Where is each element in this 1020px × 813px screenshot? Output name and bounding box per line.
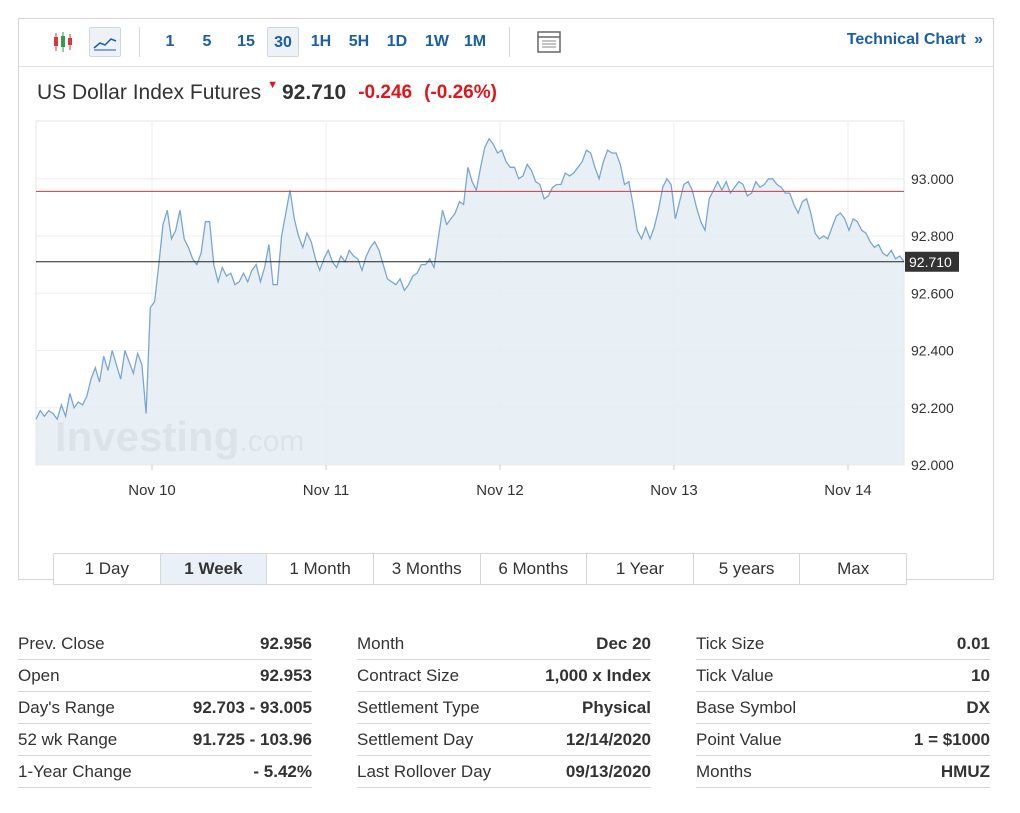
chart-widget: 1 5 15 30 1H 5H 1D 1W 1M Technical Chart » US Do… [18,18,994,585]
interval-button-1h[interactable]: 1H [310,33,332,50]
range-tab-6-months[interactable]: 6 Months [481,554,588,584]
stat-label: 1-Year Change [18,761,132,781]
stat-row: Point Value 1 = $1000 [696,724,990,756]
stat-label: Base Symbol [696,697,797,717]
stat-value: 91.725 - 103.96 [192,729,312,749]
price-change-percent: (-0.26%) [424,82,497,103]
stat-label: Month [357,633,405,653]
instrument-name: US Dollar Index Futures [37,81,262,104]
interval-button-1d[interactable]: 1D [386,33,408,50]
stat-value: 1 = $1000 [913,729,990,749]
stats-column: Prev. Close 92.956 Open 92.953 Day's Range 92… [18,628,312,788]
instrument-header: US Dollar Index Futures ▼ 92.710 -0.246 (-0.… [37,79,497,111]
stat-label: Settlement Day [357,729,474,749]
range-tab-max[interactable]: Max [837,559,870,578]
toolbar-separator [509,27,510,57]
y-tick-label: 92.000 [911,457,954,473]
double-chevron-right-icon: » [974,31,983,48]
stat-label: Point Value [696,729,782,749]
table-view-icon[interactable] [533,27,565,57]
stat-label: Settlement Type [357,697,480,717]
stat-row: Tick Size 0.01 [696,628,990,660]
stat-value: Physical [582,697,651,717]
stat-value: 92.956 [260,633,312,653]
x-tick-label: Nov 14 [824,482,872,499]
stats-column: Tick Size 0.01 Tick Value 10 Base Symbol DX Po… [696,628,990,788]
stat-value: 92.953 [260,665,312,685]
interval-button-15[interactable]: 15 [237,33,255,50]
x-tick-label: Nov 13 [650,482,698,499]
price-chart[interactable]: 93.000 92.800 92.600 92.400 92.200 92.000 Nov … [19,19,993,539]
stat-value: - 5.42% [253,761,312,781]
range-tab-1-day[interactable]: 1 Day [54,554,161,584]
y-tick-label: 93.000 [911,171,954,187]
stat-label: Prev. Close [18,633,105,653]
stat-row: Settlement Day 12/14/2020 [357,724,651,756]
stat-label: Months [696,761,752,781]
last-price-badge [905,251,959,272]
stat-label: Last Rollover Day [357,761,492,781]
stat-row: Tick Value 10 [696,660,990,692]
range-tab-1-week[interactable]: 1 Week [160,554,268,584]
stat-label: Day's Range [18,697,115,717]
x-tick-label: Nov 11 [303,482,349,499]
interval-button-1w[interactable]: 1W [425,33,449,50]
last-price: 92.710 [281,81,347,104]
stat-label: Tick Size [696,633,765,653]
stat-row: Months HMUZ [696,756,990,788]
toolbar-separator [139,27,140,57]
series-area [36,138,904,465]
stat-row: Base Symbol DX [696,692,990,724]
range-tab-5-years[interactable]: 5 years [694,554,801,584]
stat-row: Last Rollover Day 09/13/2020 [357,756,651,788]
interval-button-1m[interactable]: 1M [463,33,487,50]
range-tab-3-months[interactable]: 3 Months [374,554,481,584]
price-change: -0.246 [358,82,413,103]
stat-label: 52 wk Range [18,729,118,749]
stat-row: 52 wk Range 91.725 - 103.96 [18,724,312,756]
stat-value: HMUZ [940,761,990,781]
stat-row: Open 92.953 [18,660,312,692]
stat-value: DX [966,697,990,717]
y-tick-label: 92.400 [911,343,954,359]
stat-row: 1-Year Change - 5.42% [18,756,312,788]
range-tab-1-year[interactable]: 1 Year [587,554,694,584]
y-tick-label: 92.200 [911,400,954,416]
last-price-badge-label: 92.710 [909,254,952,270]
area-chart-icon[interactable] [89,27,121,57]
technical-chart-link[interactable]: Technical Chart » [847,31,983,49]
stat-value: 1,000 x Index [545,665,651,685]
stat-label: Contract Size [357,665,460,685]
stat-label: Tick Value [696,665,774,685]
stat-value: 0.01 [956,633,990,653]
stat-value: 92.703 - 93.005 [192,697,312,717]
stats-column: Month Dec 20 Contract Size 1,000 x Index Set… [357,628,651,788]
interval-button-5h[interactable]: 5H [348,33,370,50]
technical-chart-label: Technical Chart [846,31,966,48]
range-tab-1-month[interactable]: 1 Month [267,554,374,584]
candlestick-chart-icon[interactable] [47,27,79,57]
range-tabs: 1 Day 1 Week 1 Month 3 Months 6 Months 1 Year… [53,553,907,585]
stat-value: 12/14/2020 [565,729,651,749]
interval-button-30[interactable]: 30 [267,27,299,57]
chart-toolbar: 1 5 15 30 1H 5H 1D 1W 1M Technical Chart » [19,19,993,67]
stat-row: Month Dec 20 [357,628,651,660]
interval-button-5[interactable]: 5 [202,33,212,50]
stat-label: Open [18,665,60,685]
stat-row: Prev. Close 92.956 [18,628,312,660]
y-tick-label: 92.800 [911,228,954,244]
stat-value: Dec 20 [596,633,651,653]
stat-value: 09/13/2020 [565,761,651,781]
stat-row: Contract Size 1,000 x Index [357,660,651,692]
stat-row: Day's Range 92.703 - 93.005 [18,692,312,724]
interval-button-1[interactable]: 1 [165,33,175,50]
x-tick-label: Nov 12 [476,482,524,499]
stat-row: Settlement Type Physical [357,692,651,724]
y-tick-label: 92.600 [911,285,954,301]
stat-value: 10 [971,665,990,685]
series-line [35,137,905,421]
down-arrow-icon: ▼ [267,79,278,91]
x-tick-label: Nov 10 [128,482,176,499]
